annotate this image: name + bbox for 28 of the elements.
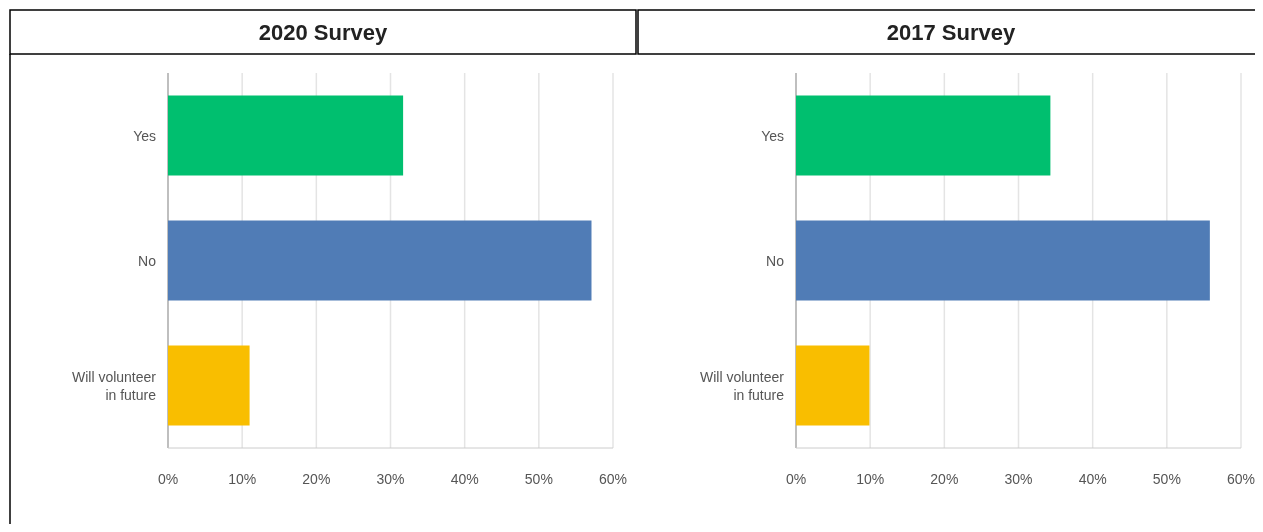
x-tick-label: 30% <box>1004 471 1033 487</box>
bar <box>796 220 1210 301</box>
y-tick-label: No <box>766 252 785 269</box>
chart-title: 2017 Survey <box>886 20 1016 45</box>
x-tick-label: 10% <box>228 471 257 487</box>
x-tick-label: 30% <box>376 471 405 487</box>
x-tick-label: 50% <box>524 471 553 487</box>
x-tick-label: 60% <box>1226 471 1256 487</box>
x-tick-label: 40% <box>450 471 479 487</box>
x-tick-label: 60% <box>598 471 628 487</box>
y-tick-label: Will volunteer in future <box>71 368 157 403</box>
x-tick-label: 20% <box>302 471 331 487</box>
y-tick-label: Yes <box>133 127 156 144</box>
y-tick-label: Yes <box>761 127 784 144</box>
bar <box>796 345 870 426</box>
x-tick-label: 10% <box>856 471 885 487</box>
x-tick-label: 0% <box>785 471 807 487</box>
x-tick-label: 20% <box>930 471 959 487</box>
y-tick-label: Will volunteer in future <box>699 368 785 403</box>
x-tick-label: 40% <box>1078 471 1107 487</box>
chart-title: 2020 Survey <box>258 20 388 45</box>
bar <box>168 345 250 426</box>
bar <box>796 95 1051 176</box>
x-tick-label: 0% <box>157 471 179 487</box>
y-tick-label: No <box>138 252 157 269</box>
bar <box>168 220 592 301</box>
x-tick-label: 50% <box>1152 471 1181 487</box>
bar <box>168 95 404 176</box>
